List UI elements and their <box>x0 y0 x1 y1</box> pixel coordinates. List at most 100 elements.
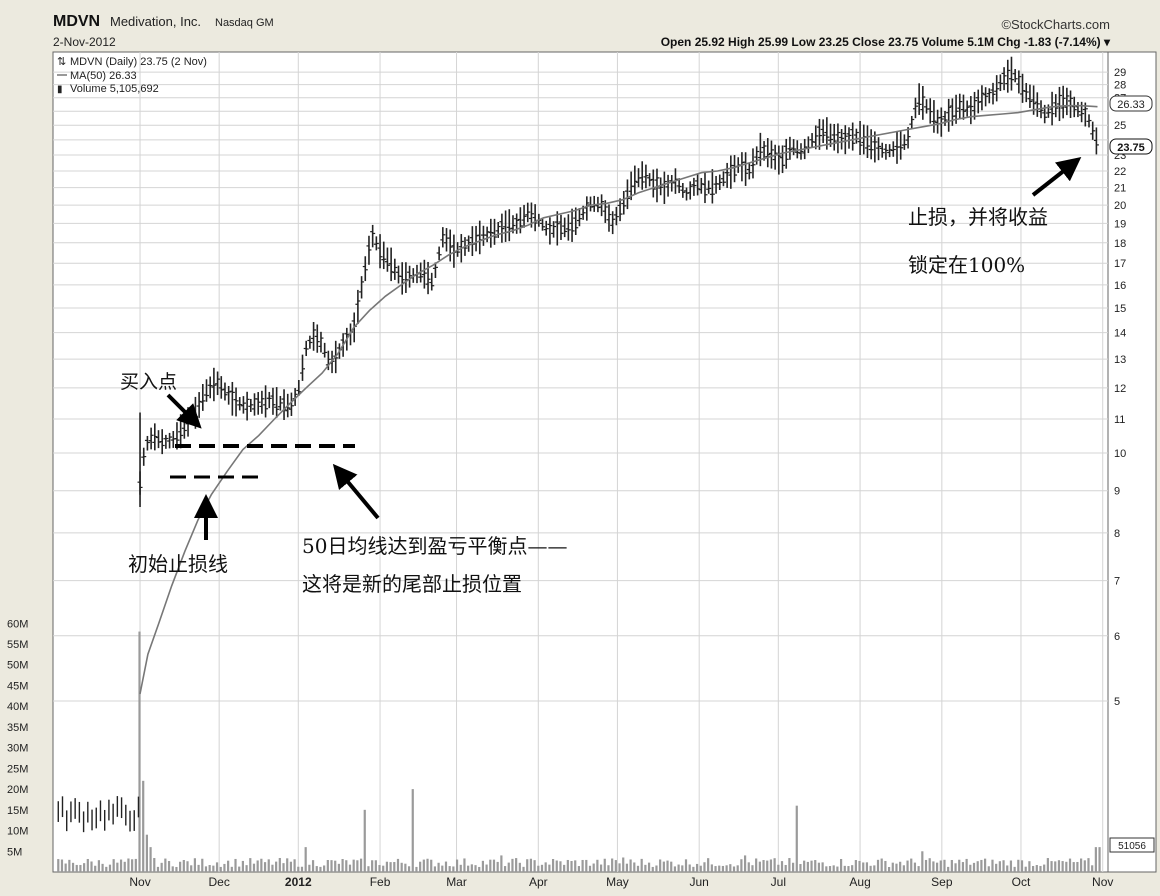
volume-bar <box>179 861 182 872</box>
volume-bar <box>1006 865 1009 872</box>
volume-bar <box>444 861 448 872</box>
volume-bar <box>60 859 64 872</box>
volume-bar <box>995 863 998 872</box>
volume-bar <box>363 809 366 872</box>
volume-bar <box>799 864 802 872</box>
symbol-label: MDVN <box>53 13 100 30</box>
volume-bar <box>485 864 488 872</box>
volume-bar <box>924 859 928 872</box>
volume-bar <box>186 861 189 872</box>
volume-bar <box>821 862 824 872</box>
volume-bar <box>385 861 389 872</box>
volume-bar <box>596 859 599 872</box>
volume-bar <box>659 859 662 872</box>
volume-tick-label: 60M <box>7 618 28 630</box>
volume-bar <box>732 866 736 872</box>
price-tick-label: 17 <box>1114 258 1126 270</box>
volume-bar <box>245 865 248 872</box>
volume-bar <box>204 866 208 872</box>
volume-bar <box>910 858 913 872</box>
volume-bar <box>286 858 289 872</box>
volume-tick-label: 35M <box>7 722 28 734</box>
volume-bar <box>736 865 739 872</box>
volume-bar <box>533 860 536 872</box>
volume-bar <box>356 860 359 872</box>
volume-bar <box>880 858 883 872</box>
volume-bar <box>895 863 898 872</box>
volume-bar <box>1065 861 1068 872</box>
volume-bar <box>105 866 108 872</box>
volume-bar <box>662 861 665 872</box>
volume-bar <box>592 863 595 872</box>
volume-bar <box>699 865 702 872</box>
volume-bar <box>740 859 743 872</box>
volume-bar <box>548 864 551 872</box>
volume-bar <box>832 865 835 872</box>
volume-bar <box>810 860 813 872</box>
volume-bar <box>422 859 425 872</box>
volume-bar <box>71 862 75 872</box>
volume-bar <box>917 866 920 872</box>
volume-bar <box>492 859 496 872</box>
volume-bar <box>1028 861 1031 872</box>
volume-bar <box>334 860 337 872</box>
volume-bar <box>1046 858 1049 872</box>
volume-bar <box>293 859 296 872</box>
volume-bar <box>518 862 521 872</box>
volume-bar <box>791 862 795 872</box>
volume-bar <box>396 858 400 872</box>
volume-bar <box>64 863 67 872</box>
volume-bar <box>426 858 429 872</box>
volume-bar <box>939 860 942 872</box>
volume-bar <box>987 866 990 872</box>
volume-bar <box>865 862 869 872</box>
volume-bar <box>710 864 713 872</box>
volume-bar <box>851 865 854 872</box>
date-tick-label: Sep <box>931 875 953 889</box>
volume-tick-label: 55M <box>7 639 28 651</box>
volume-bar <box>884 860 887 872</box>
volume-bar <box>906 860 909 872</box>
volume-bar <box>681 865 684 872</box>
date-axis: Nov Dec 2012 Feb Mar Apr May Jun Jul Aug Sep Oct Nov <box>129 875 1113 889</box>
volume-bar <box>275 861 278 872</box>
date-tick-label: Nov <box>129 875 150 889</box>
volume-bar <box>1035 865 1038 872</box>
volume-bar <box>943 859 946 872</box>
volume-bar <box>1013 866 1016 872</box>
volume-bar <box>455 859 459 872</box>
volume-bar <box>692 866 695 872</box>
volume-bar <box>238 866 241 872</box>
volume-bar <box>747 862 750 872</box>
volume-bar <box>1087 858 1090 872</box>
volume-bar <box>570 860 573 872</box>
quote-line: Open 25.92 High 25.99 Low 23.25 Close 23… <box>661 35 1111 49</box>
volume-bar <box>1020 860 1024 872</box>
price-tick-label: 15 <box>1114 303 1126 315</box>
volume-bar <box>249 858 252 872</box>
volume-tick-label: 30M <box>7 743 28 755</box>
volume-bar <box>470 864 473 872</box>
volume-bar <box>825 866 828 872</box>
date-tick-label: Dec <box>208 875 229 889</box>
volume-bar <box>481 860 485 872</box>
volume-bar <box>817 862 821 872</box>
price-tick-label: 18 <box>1114 238 1126 250</box>
volume-bar <box>271 864 274 872</box>
volume-bar <box>1083 860 1086 872</box>
volume-bar <box>134 858 137 872</box>
volume-bar <box>319 866 322 872</box>
volume-bar <box>891 862 894 872</box>
price-panel <box>52 51 1109 873</box>
volume-bar <box>1002 860 1005 872</box>
volume-bar <box>337 863 341 872</box>
volume-bar <box>511 858 514 872</box>
volume-bars <box>57 631 1101 872</box>
date-tick-label: Jun <box>690 875 709 889</box>
volume-bar <box>1076 861 1079 872</box>
volume-bar <box>688 864 691 872</box>
volume-bar <box>559 861 562 872</box>
buy-point-text: 买入点 <box>120 371 177 393</box>
volume-bar <box>308 864 311 872</box>
breakeven-arrow <box>332 463 380 520</box>
